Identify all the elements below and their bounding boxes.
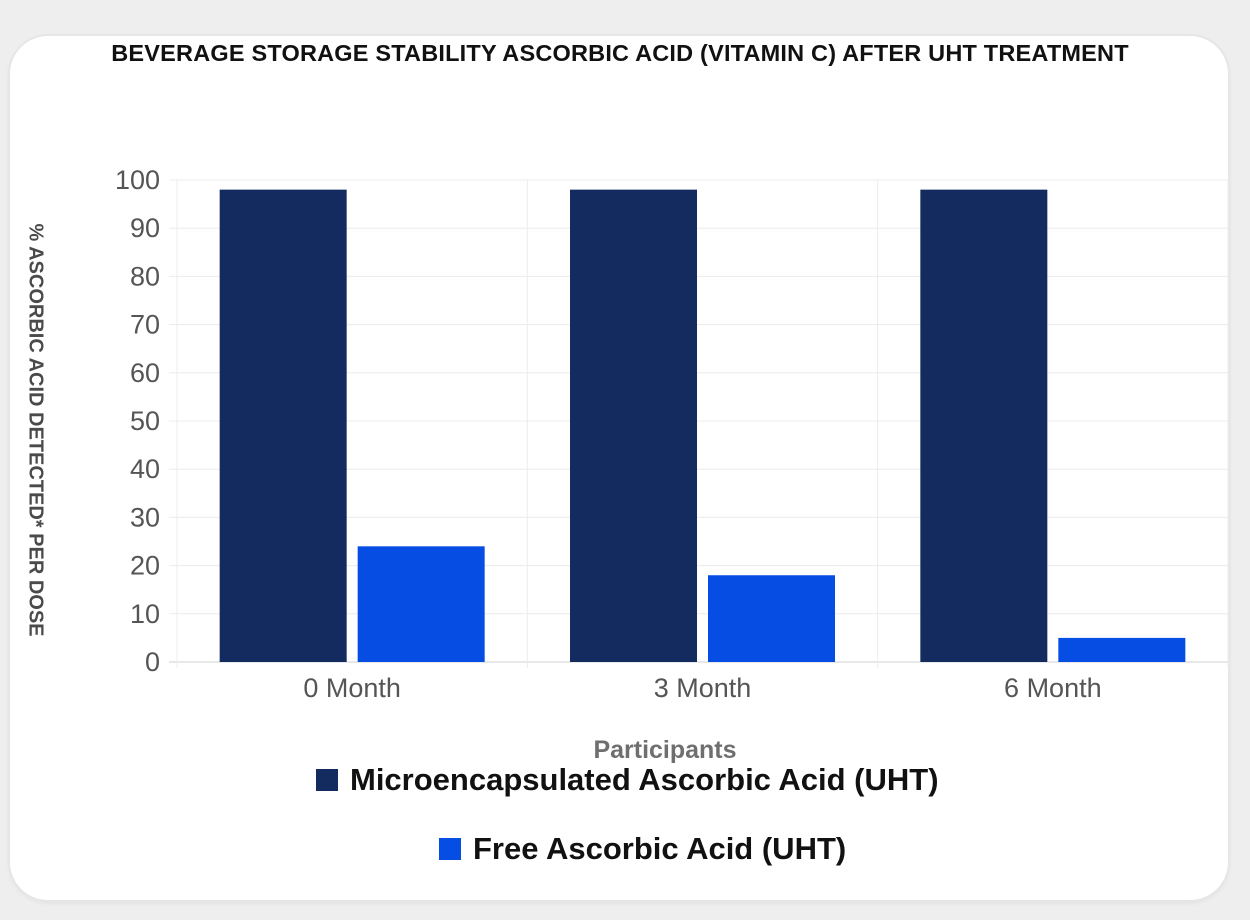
chart-title: BEVERAGE STORAGE STABILITY ASCORBIC ACID… — [111, 40, 1129, 66]
bar-microencapsulated — [219, 189, 347, 662]
legend-item-free[interactable]: Free Ascorbic Acid (UHT) — [439, 831, 846, 867]
bar-microencapsulated — [920, 189, 1048, 662]
legend-swatch-microencapsulated — [316, 769, 338, 791]
y-tick-label: 30 — [130, 502, 160, 532]
y-tick-label: 80 — [130, 261, 160, 291]
y-tick-label: 70 — [130, 310, 160, 340]
y-tick-label: 40 — [130, 454, 160, 484]
y-tick-label: 10 — [130, 599, 160, 629]
bar-free — [708, 575, 835, 662]
legend-swatch-free — [439, 838, 461, 860]
bar-free — [1058, 637, 1186, 662]
bar-microencapsulated — [570, 189, 697, 662]
y-tick-label: 60 — [130, 358, 160, 388]
bar-free — [357, 546, 485, 662]
y-tick-label: 90 — [130, 213, 160, 243]
x-tick-label: 0 Month — [303, 673, 401, 703]
x-tick-label: 6 Month — [1004, 673, 1102, 703]
y-tick-label: 0 — [145, 647, 160, 677]
legend-item-microencapsulated[interactable]: Microencapsulated Ascorbic Acid (UHT) — [316, 762, 939, 798]
legend-label-free: Free Ascorbic Acid (UHT) — [473, 831, 847, 866]
y-tick-label: 50 — [130, 406, 160, 436]
y-tick-label: 100 — [115, 165, 160, 195]
legend-label-microencapsulated: Microencapsulated Ascorbic Acid (UHT) — [350, 762, 939, 797]
x-tick-label: 3 Month — [654, 673, 752, 703]
y-tick-label: 20 — [130, 551, 160, 581]
x-axis-title: Participants — [593, 736, 737, 764]
